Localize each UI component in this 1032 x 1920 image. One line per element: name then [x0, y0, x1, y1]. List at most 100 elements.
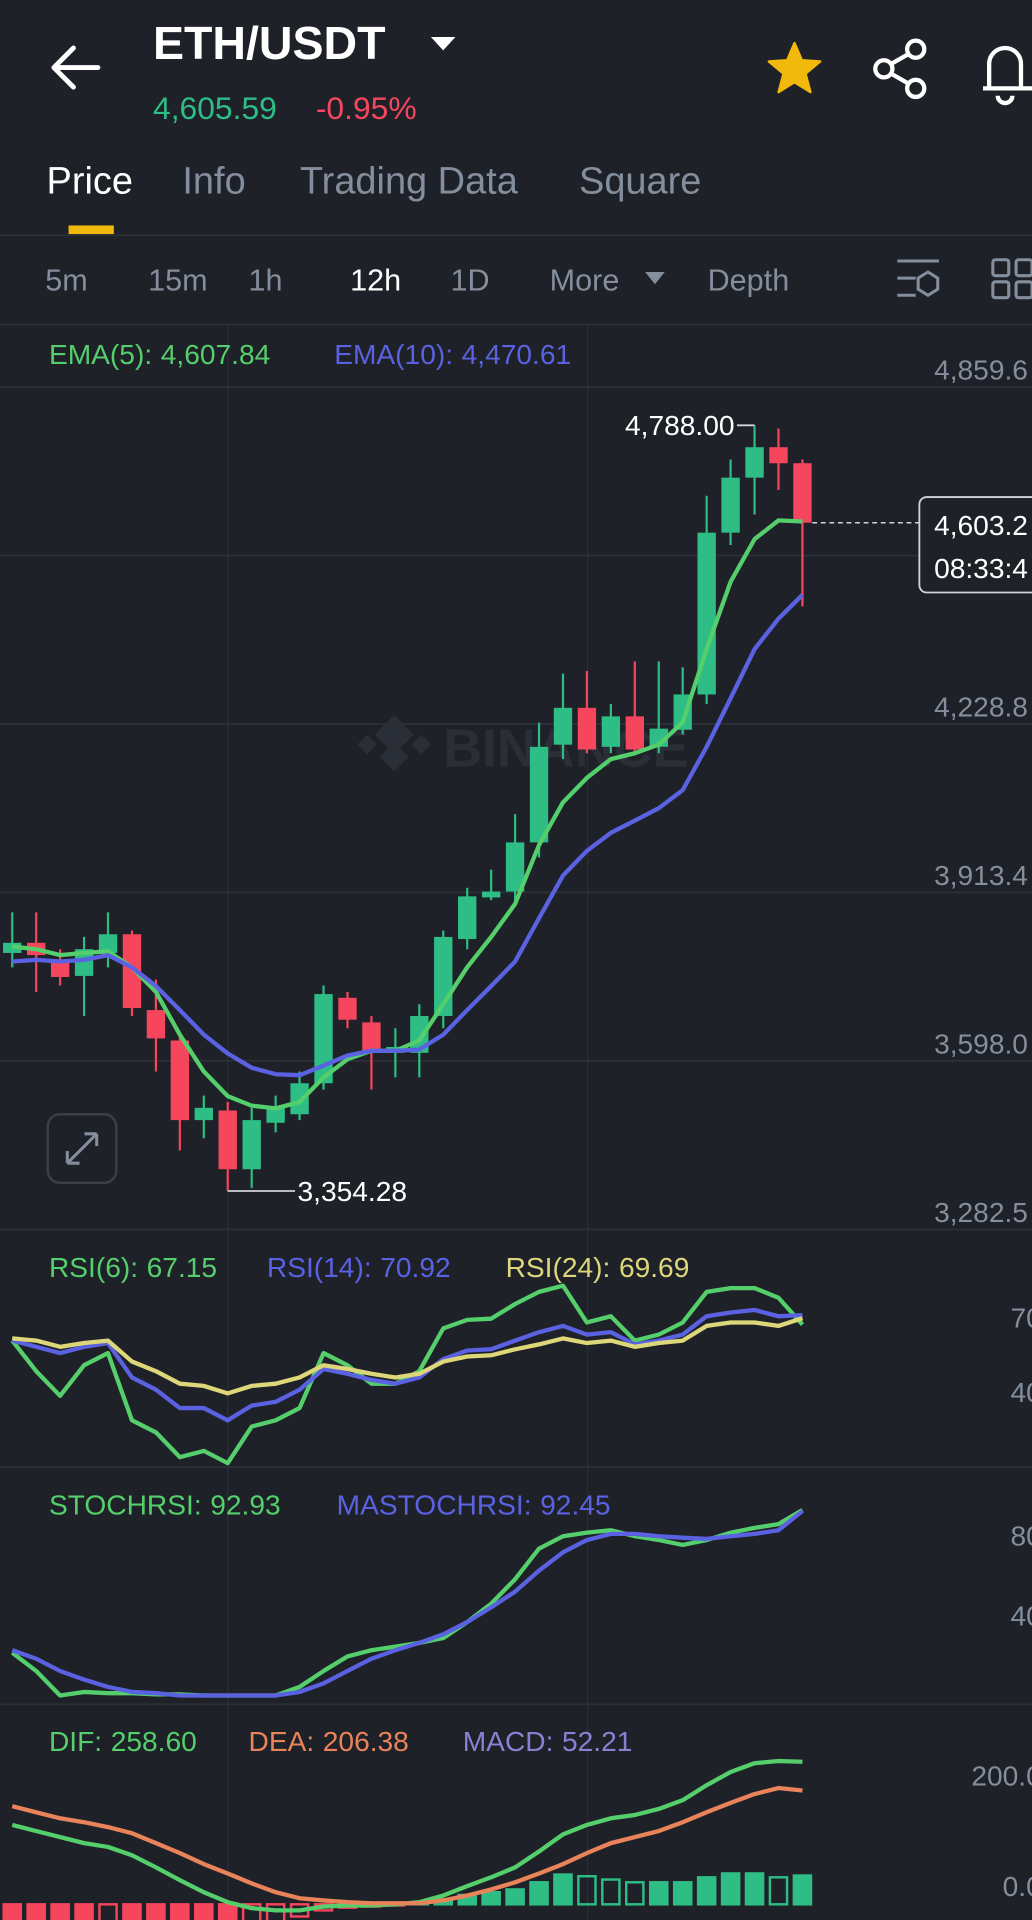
candle-body	[362, 1022, 381, 1051]
macd-bar	[744, 1872, 765, 1906]
legend-entry: MACD: 52.21	[463, 1726, 633, 1757]
candle-body	[625, 716, 645, 750]
symbol-dropdown[interactable]	[430, 36, 456, 51]
interval[interactable]: 15m	[148, 263, 208, 297]
tab[interactable]: Trading Data	[300, 161, 519, 203]
interval-more[interactable]: More	[550, 263, 620, 297]
interval-active[interactable]: 12h	[350, 263, 401, 297]
last-price-tag	[918, 496, 1032, 594]
interval[interactable]: 5m	[45, 263, 88, 297]
countdown: 08:33:4	[934, 553, 1028, 584]
legend-value: 52.21	[562, 1726, 632, 1757]
candle-body	[529, 746, 549, 843]
legend-entry: RSI(14): 70.92	[267, 1252, 451, 1283]
legend-entry: DIF: 258.60	[49, 1726, 197, 1757]
tab[interactable]: Square	[579, 161, 701, 203]
legend-name: RSI(6):	[49, 1252, 138, 1283]
candle-body	[601, 716, 621, 747]
y-tick-label: 200.0	[971, 1760, 1032, 1791]
y-tick-label: 4,228.8	[934, 692, 1028, 723]
interval[interactable]: 1h	[249, 263, 283, 297]
legend-value: 258.60	[111, 1726, 197, 1757]
legend-value: 92.45	[540, 1490, 610, 1521]
legend-entry: STOCHRSI: 92.93	[49, 1490, 281, 1521]
back-button[interactable]	[51, 45, 101, 90]
macd-bar	[98, 1903, 118, 1920]
interval[interactable]: 1D	[451, 263, 490, 297]
y-tick-label: 3,913.4	[934, 860, 1028, 891]
favorite-button[interactable]	[767, 41, 822, 94]
fullscreen-button[interactable]	[46, 1113, 118, 1185]
share-button[interactable]	[873, 38, 927, 100]
indicator-settings[interactable]	[897, 259, 940, 298]
y-tick-label: 4,859.6	[934, 355, 1028, 386]
charts: 3,282.53,598.03,913.44,228.84,544.24,859…	[0, 339, 1032, 1920]
candle-body	[170, 1040, 190, 1121]
tab-active[interactable]: Price	[47, 161, 133, 203]
macd-bar	[625, 1881, 645, 1906]
macd-bar	[146, 1903, 166, 1920]
candle-body	[458, 896, 477, 940]
legend-name: RSI(24):	[506, 1252, 611, 1283]
symbol[interactable]: ETH/USDT	[153, 17, 385, 69]
indicator-line	[12, 593, 804, 1078]
candle-body	[74, 949, 94, 976]
legend-value: 4,607.84	[161, 339, 271, 370]
high-label: 4,788.00	[625, 410, 735, 441]
indicator-line	[11, 1785, 803, 1906]
legend-value: 69.69	[619, 1252, 689, 1283]
y-tick-label: 40	[1010, 1377, 1032, 1408]
legend-name: STOCHRSI:	[49, 1490, 202, 1521]
candle-body	[697, 532, 716, 695]
candle-body	[98, 934, 118, 953]
macd-bar	[217, 1903, 238, 1920]
layout-button[interactable]	[991, 258, 1032, 300]
candle-body	[769, 447, 788, 464]
candle-body	[481, 891, 501, 898]
macd-bar	[481, 1890, 501, 1906]
tab[interactable]: Info	[182, 161, 245, 203]
macd-bar	[601, 1878, 621, 1906]
last-price: 4,605.59	[153, 90, 277, 126]
macd-bar	[50, 1903, 70, 1920]
macd-bar	[74, 1903, 94, 1920]
macd-bar	[577, 1874, 597, 1906]
y-tick-label: 0.0	[1003, 1871, 1032, 1902]
candle-body	[721, 477, 740, 533]
macd-bar	[194, 1903, 214, 1920]
last-price-tag-value: 4,603.2	[934, 510, 1028, 541]
price-change: -0.95%	[316, 90, 417, 126]
indicator-line	[12, 1316, 804, 1396]
y-tick-label: 70	[1010, 1302, 1032, 1333]
legend-entry: RSI(24): 69.69	[506, 1252, 690, 1283]
macd-bar	[529, 1881, 549, 1906]
depth-tab[interactable]: Depth	[708, 263, 790, 297]
candle-body	[122, 934, 142, 1008]
legend-name: DEA:	[249, 1726, 315, 1757]
candle-body	[314, 994, 333, 1084]
legend-value: 70.92	[380, 1252, 450, 1283]
legend-name: MACD:	[463, 1726, 554, 1757]
legend-name: DIF:	[49, 1726, 102, 1757]
macd-bar	[122, 1903, 142, 1920]
legend-entry: EMA(10): 4,470.61	[334, 339, 571, 370]
macd-bar	[2, 1903, 23, 1920]
legend-value: 4,470.61	[462, 339, 572, 370]
more-dropdown[interactable]	[645, 272, 665, 285]
legend-name: RSI(14):	[267, 1252, 372, 1283]
candle-body	[745, 447, 764, 478]
watermark-logo	[357, 715, 431, 772]
y-tick-label: 3,598.0	[934, 1028, 1028, 1059]
macd-bar	[170, 1903, 190, 1920]
candle-body	[194, 1107, 213, 1121]
candle-body	[505, 842, 525, 892]
candle-body	[146, 1010, 166, 1039]
candle-body	[338, 997, 357, 1020]
indicator-line	[12, 518, 803, 1111]
macd-bar	[648, 1881, 669, 1906]
indicator-line	[11, 1307, 803, 1423]
macd-bar	[696, 1876, 717, 1906]
macd-bar	[768, 1876, 789, 1906]
alert-button[interactable]	[983, 45, 1032, 106]
